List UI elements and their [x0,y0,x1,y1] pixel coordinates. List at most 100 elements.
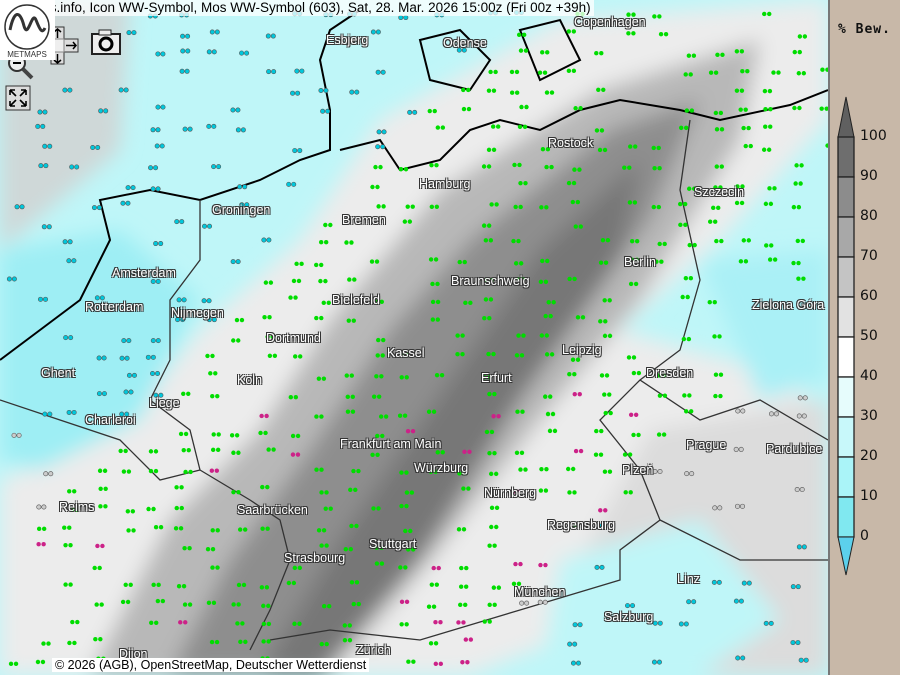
weather-symbol [761,147,772,152]
weather-symbol [261,639,271,644]
weather-symbol [543,394,553,399]
weather-symbol [764,243,774,248]
weather-symbol [62,239,73,245]
weather-symbol [346,318,356,323]
weather-symbol [126,372,137,378]
weather-symbol [573,448,584,454]
weather-symbol [351,601,361,607]
weather-symbol [509,69,520,75]
weather-symbol [514,450,525,456]
weather-symbol [231,602,241,607]
weather-symbol [734,200,745,206]
weather-symbol [175,317,186,323]
weather-symbol [792,105,802,111]
weather-symbol [98,108,109,114]
weather-symbol [567,490,577,495]
weather-symbol [98,486,108,492]
weather-symbol [652,469,663,475]
weather-symbol [316,528,327,533]
city-label: Bremen [342,213,386,227]
weather-symbol [489,505,500,510]
city-label: Leipzig [562,343,602,357]
weather-symbol [623,490,633,495]
weather-symbol [516,32,527,38]
camera-icon[interactable] [90,28,122,56]
weather-symbol [345,394,355,400]
weather-symbol [461,87,471,93]
weather-symbol [626,12,636,17]
map-title: MetMaps.info, Icon WW-Symbol, Mos WW-Sym… [0,0,594,16]
legend-swatch [837,296,855,338]
weather-symbol [735,655,746,661]
weather-symbol [768,411,779,417]
weather-symbol [486,351,496,357]
legend-swatch [837,376,855,418]
weather-symbol [292,565,303,571]
city-label: Salzburg [604,610,654,624]
weather-symbol [378,414,389,419]
weather-symbol [629,238,640,244]
weather-symbol [714,127,725,132]
weather-symbol [426,604,437,609]
weather-symbol [540,258,550,264]
weather-symbol [67,640,77,646]
legend-over-arrow [837,96,855,138]
weather-symbol [652,14,662,19]
weather-symbol [547,428,558,434]
city-label: Charleroi [85,413,136,427]
legend-swatch [837,496,855,538]
weather-symbol [680,294,690,300]
weather-symbol [320,108,331,114]
weather-symbol [173,526,184,531]
weather-symbol [150,186,161,192]
weather-symbol [208,371,218,376]
weather-symbol [209,29,220,35]
weather-symbol [509,90,520,95]
weather-symbol [407,109,418,115]
weather-symbol [182,126,193,132]
weather-symbol [763,106,773,112]
weather-symbol [594,51,604,56]
weather-symbol [314,414,324,419]
weather-symbol [658,31,669,37]
weather-symbol [435,450,445,455]
weather-symbol [261,603,271,609]
weather-symbol [707,300,717,305]
city-label: München [514,585,566,599]
city-label: Dortmund [266,331,321,345]
city-label: Frankfurt am Main [340,437,442,451]
fullscreen-icon[interactable] [5,85,31,111]
weather-symbol [260,526,270,531]
weather-symbol [63,335,74,341]
weather-symbol [402,219,413,224]
weather-symbol [489,524,499,530]
legend-label: 40 [860,368,878,384]
weather-symbol [36,504,47,510]
weather-symbol [314,315,324,321]
weather-symbol [119,355,130,361]
weather-symbol [294,261,304,267]
weather-symbol [153,525,164,530]
weather-symbol [118,87,129,93]
weather-symbol [376,204,386,209]
weather-symbol [484,429,495,435]
weather-symbol [456,620,466,625]
weather-symbol [572,391,582,397]
weather-symbol [374,545,384,550]
weather-symbol [153,241,164,247]
weather-symbol [205,353,215,359]
weather-map[interactable]: MetMaps.info, Icon WW-Symbol, Mos WW-Sym… [0,0,828,675]
city-label: Reims [59,500,95,514]
weather-symbol [286,181,297,187]
weather-symbol [714,238,724,244]
weather-symbol [35,659,46,665]
weather-symbol [794,487,805,493]
weather-symbol [231,338,241,343]
weather-symbol [375,353,385,358]
weather-symbol [594,128,605,133]
weather-symbol [342,623,352,628]
weather-symbol [594,564,605,570]
weather-symbol [514,353,525,358]
legend-label: 90 [860,168,878,184]
weather-symbol [176,584,187,589]
